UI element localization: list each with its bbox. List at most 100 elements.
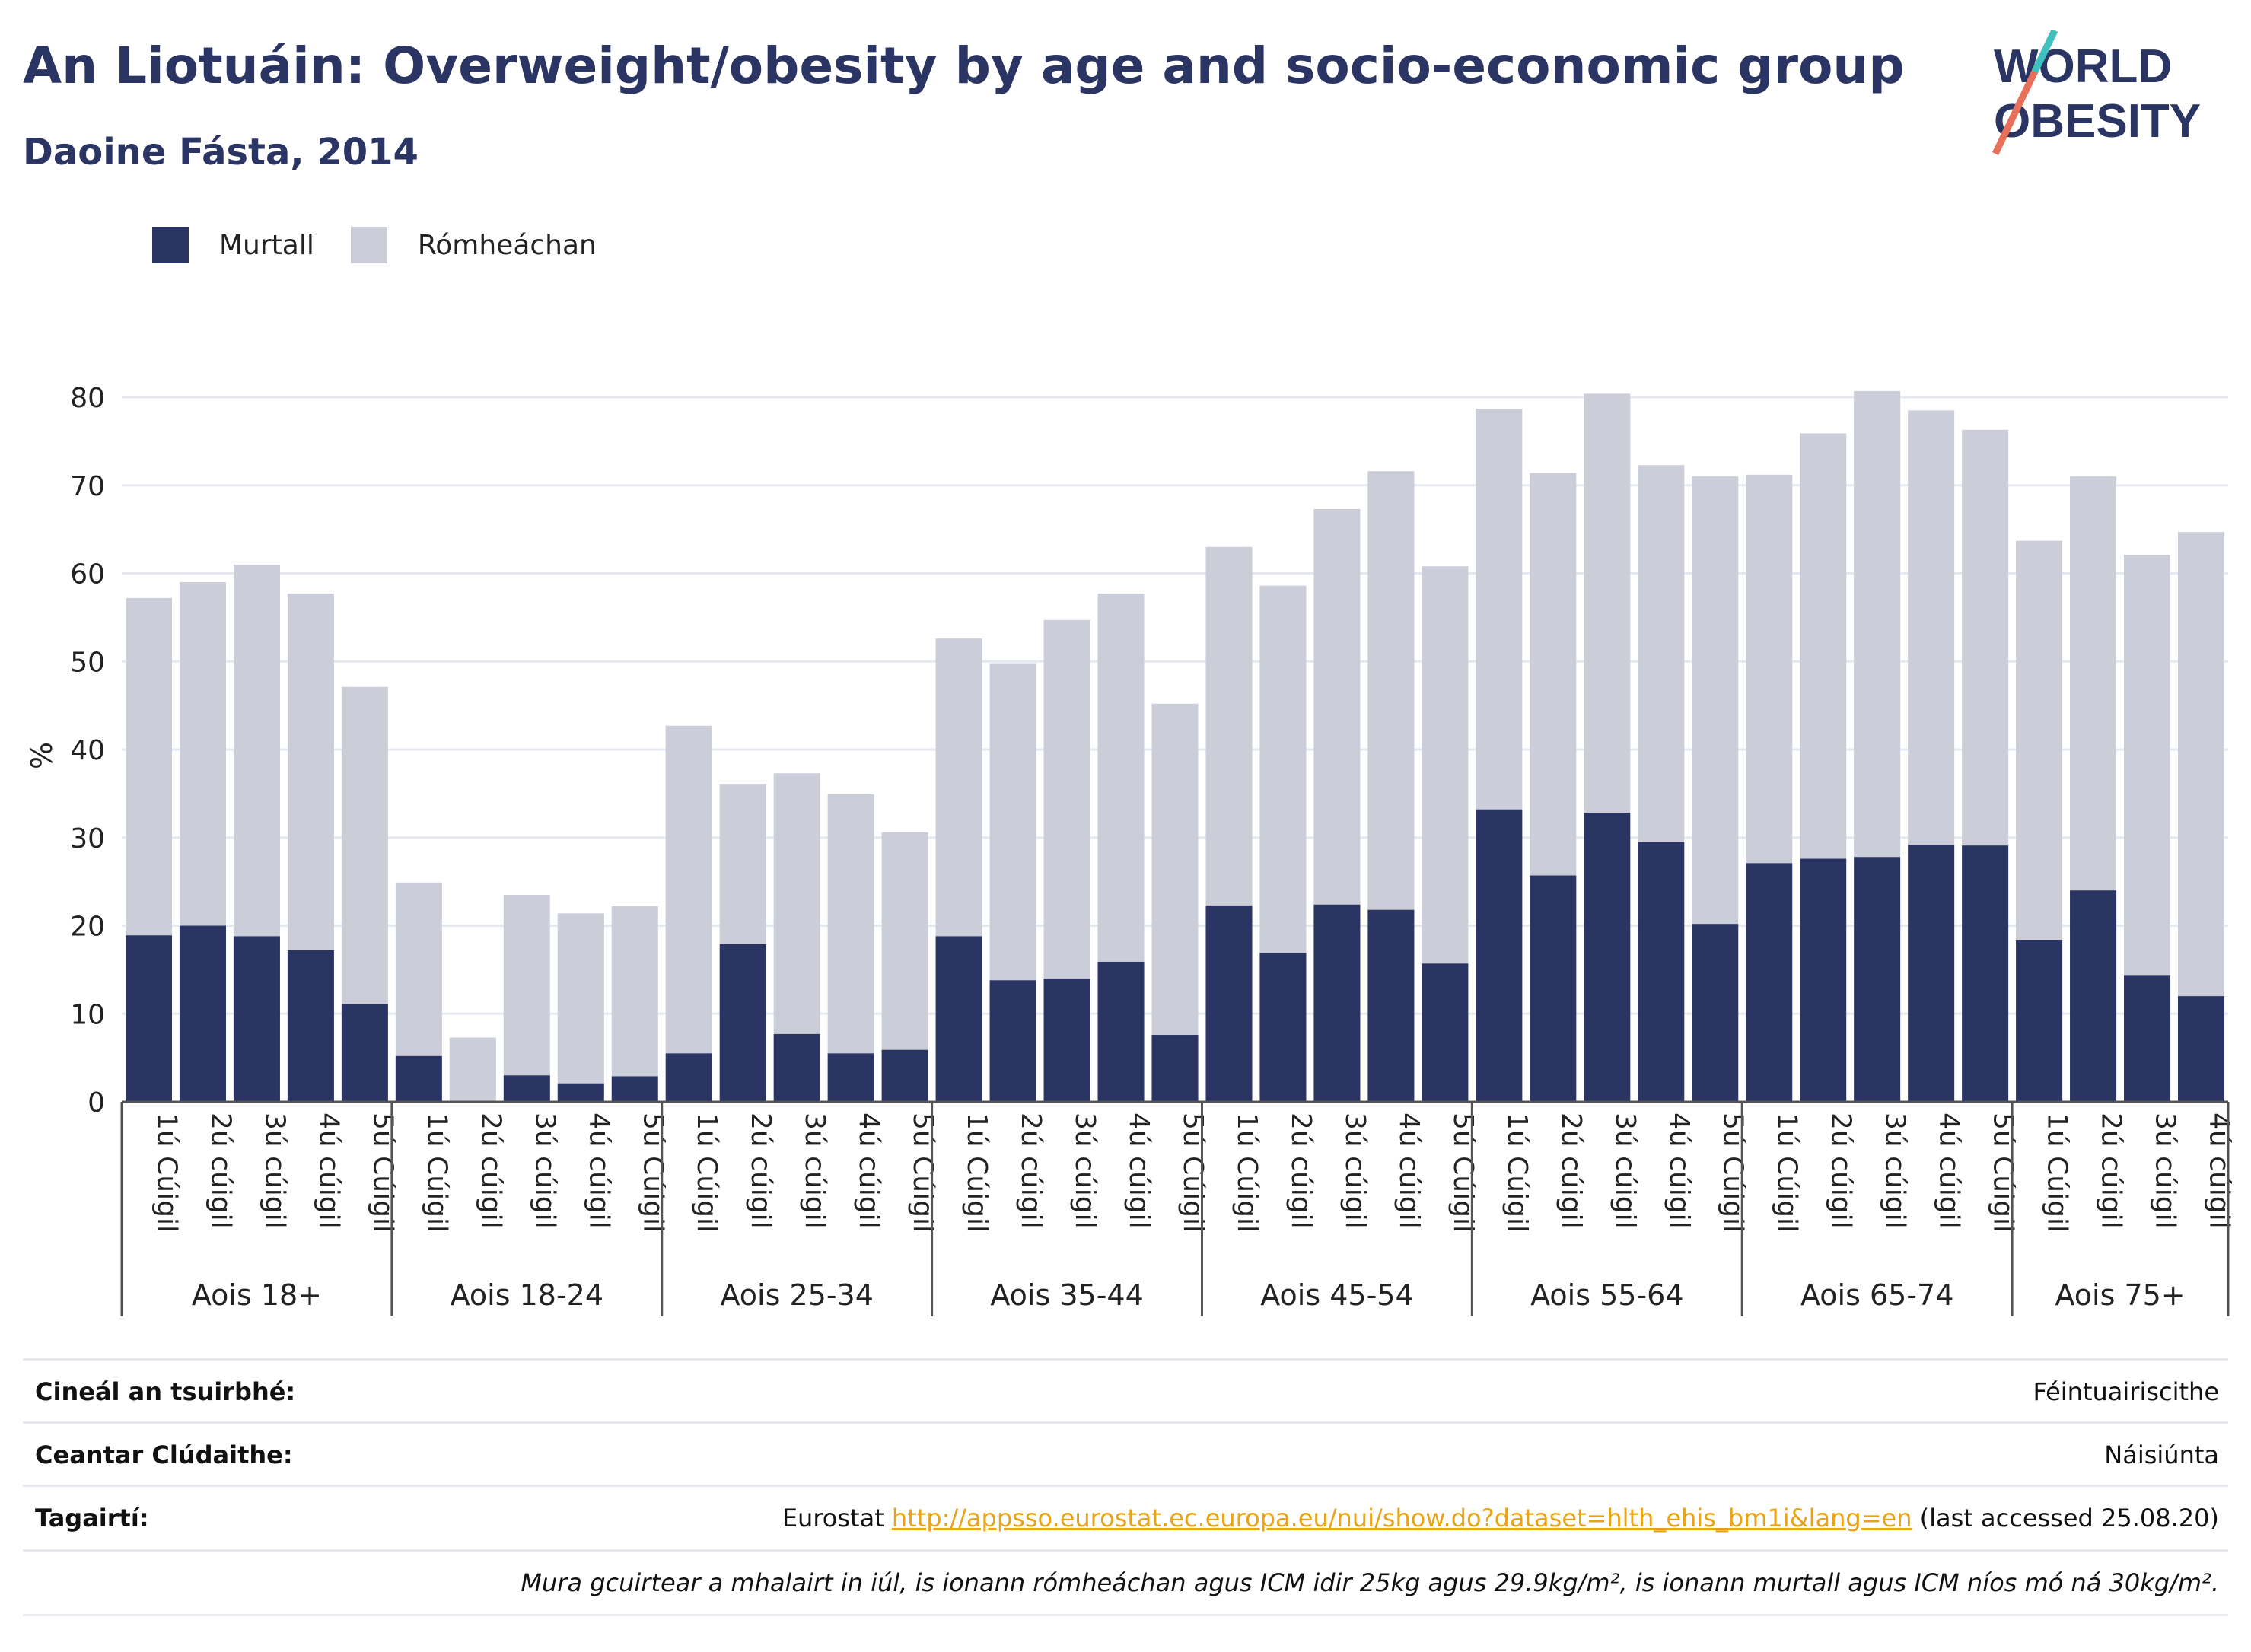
bar-overweight — [1151, 703, 1199, 1036]
bar-overweight — [449, 1037, 496, 1102]
references-link[interactable]: http://appsso.eurostat.ec.europa.eu/nui/… — [891, 1504, 1912, 1533]
footer-row-note: Mura gcuirtear a mhalairt in iúl, is ion… — [23, 1549, 2228, 1616]
bar-obese — [1800, 858, 1847, 1102]
y-tick-label: 70 — [70, 471, 105, 502]
bar-obese — [2124, 975, 2171, 1102]
x-tick-label: 4ú cúigil — [583, 1112, 614, 1229]
survey-type-value: Féintuairiscithe — [2033, 1377, 2219, 1406]
bar-obese — [395, 1055, 442, 1102]
bar-obese — [1476, 809, 1523, 1102]
chart-footer: Cineál an tsuirbhé: Féintuairiscithe Cea… — [23, 1358, 2228, 1616]
stacked-bar-chart: 0 10 20 30 40 50 60 70 80% 1ú Cúigil 2ú cúigil 3ú c… — [25, 383, 2235, 1316]
bar-obese — [827, 1053, 874, 1102]
references-value: Eurostat http://appsso.eurostat.ec.europ… — [782, 1504, 2219, 1533]
x-tick-label: 1ú Cúigil — [1772, 1112, 1803, 1233]
bar-overweight — [233, 564, 280, 937]
bar-obese — [557, 1083, 604, 1102]
legend-swatch-obese — [152, 227, 189, 263]
bar-overweight — [1097, 594, 1145, 962]
x-tick-label: 3ú cúigil — [529, 1112, 560, 1229]
bar-obese — [503, 1075, 550, 1102]
group-label: Aois 25-34 — [720, 1278, 873, 1312]
legend-item-overweight[interactable]: Rómheáchan — [350, 227, 597, 263]
bar-overweight — [827, 794, 874, 1054]
bar-overweight — [935, 638, 982, 937]
x-tick-label: 3ú cúigil — [1609, 1112, 1641, 1229]
bar-overweight — [1908, 410, 1955, 845]
bar-overweight — [341, 686, 388, 1004]
bar-obese — [2177, 996, 2225, 1102]
bar-overweight — [1043, 619, 1090, 979]
bar-obese — [341, 1004, 388, 1102]
bar-overweight — [395, 882, 442, 1056]
x-tick-label: 1ú Cúigil — [151, 1112, 182, 1233]
svg-text:WORLD: WORLD — [1994, 40, 2172, 93]
x-tick-label: 2ú cúigil — [1015, 1112, 1046, 1229]
bar-overweight — [2177, 532, 2225, 997]
x-tick-label: 3ú cúigil — [1339, 1112, 1371, 1229]
footer-row-survey: Cineál an tsuirbhé: Féintuairiscithe — [23, 1358, 2228, 1421]
x-tick-label: 5ú Cúigil — [1988, 1112, 2019, 1233]
bar-obese — [1422, 963, 1469, 1102]
bar-obese — [1854, 857, 1901, 1102]
y-tick-label: 10 — [70, 999, 105, 1030]
definition-note: Mura gcuirtear a mhalairt in iúl, is ion… — [521, 1568, 2219, 1597]
bar-overweight — [1259, 585, 1307, 953]
bar-obese — [1205, 905, 1253, 1102]
bar-obese — [773, 1033, 820, 1102]
x-tick-label: 4ú cúigil — [853, 1112, 884, 1229]
bar-overweight — [1962, 429, 2009, 846]
bar-obese — [1638, 842, 1685, 1102]
x-tick-label: 1ú Cúigil — [961, 1112, 992, 1233]
bar-obese — [989, 980, 1036, 1102]
bar-overweight — [1854, 390, 1901, 858]
coverage-value: Náisiúnta — [2104, 1440, 2219, 1469]
bar-overweight — [773, 773, 820, 1034]
bar-overweight — [1313, 509, 1361, 905]
x-tick-label: 3ú cúigil — [2150, 1112, 2181, 1229]
footer-row-references: Tagairtí: Eurostat http://appsso.eurosta… — [23, 1485, 2228, 1549]
x-tick-label: 2ú cúigil — [1285, 1112, 1317, 1229]
bar-obese — [935, 936, 982, 1102]
x-tick-label: 1ú Cúigil — [421, 1112, 452, 1233]
bar-overweight — [1584, 393, 1631, 813]
bar-overweight — [2124, 555, 2171, 976]
group-label: Aois 55-64 — [1530, 1278, 1683, 1312]
group-label: Aois 45-54 — [1260, 1278, 1413, 1312]
footer-row-coverage: Ceantar Clúdaithe: Náisiúnta — [23, 1421, 2228, 1485]
x-tick-label: 5ú Cúigil — [1447, 1112, 1479, 1233]
bar-obese — [611, 1076, 658, 1102]
x-tick-label: 3ú cúigil — [1069, 1112, 1100, 1229]
x-tick-label: 5ú Cúigil — [1177, 1112, 1208, 1233]
x-tick-label: 2ú cúigil — [205, 1112, 236, 1229]
bar-overweight — [719, 784, 766, 944]
bar-overweight — [611, 906, 658, 1077]
y-tick-label: 0 — [88, 1087, 105, 1119]
bar-obese — [1692, 924, 1739, 1102]
bar-overweight — [1800, 433, 1847, 859]
group-label: Aois 35-44 — [990, 1278, 1143, 1312]
bar-overweight — [989, 663, 1036, 981]
bar-overweight — [125, 597, 173, 936]
y-tick-label: 30 — [70, 823, 105, 855]
group-label: Aois 18+ — [192, 1278, 322, 1312]
group-label: Aois 65-74 — [1800, 1278, 1953, 1312]
bar-overweight — [1530, 473, 1577, 876]
references-label: Tagairtí: — [35, 1504, 149, 1533]
bar-overweight — [179, 582, 226, 926]
x-tick-label: 4ú cúigil — [2204, 1112, 2235, 1229]
legend-item-obese[interactable]: Murtall — [152, 227, 314, 263]
legend-label-overweight: Rómheáchan — [417, 229, 597, 261]
bar-overweight — [2016, 540, 2063, 941]
x-tick-label: 3ú cúigil — [259, 1112, 290, 1229]
coverage-label: Ceantar Clúdaithe: — [35, 1440, 293, 1469]
bar-obese — [125, 935, 173, 1102]
bar-overweight — [881, 832, 928, 1050]
bar-overweight — [1692, 476, 1739, 925]
bar-overweight — [1422, 566, 1469, 964]
x-tick-label: 5ú Cúigil — [637, 1112, 668, 1233]
x-tick-label: 1ú Cúigil — [2042, 1112, 2073, 1233]
x-tick-label: 2ú cúigil — [745, 1112, 776, 1229]
x-tick-label: 1ú Cúigil — [691, 1112, 722, 1233]
x-tick-label: 1ú Cúigil — [1231, 1112, 1262, 1233]
